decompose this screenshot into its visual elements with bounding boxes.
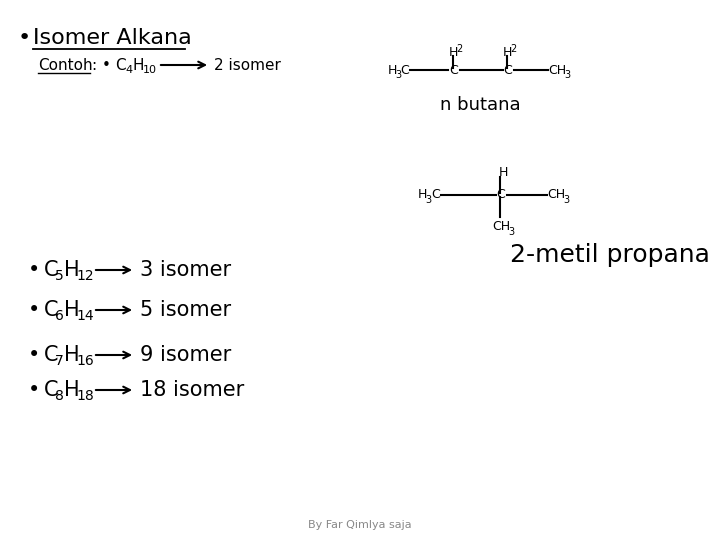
Text: •: • <box>28 260 40 280</box>
Text: 5: 5 <box>55 269 64 283</box>
Text: H: H <box>132 57 143 72</box>
Text: 3: 3 <box>395 70 401 80</box>
Text: CH: CH <box>492 220 510 233</box>
Text: 6: 6 <box>55 309 64 323</box>
Text: C: C <box>44 300 58 320</box>
Text: 12: 12 <box>76 269 94 283</box>
Text: 4: 4 <box>125 65 132 75</box>
Text: 2 isomer: 2 isomer <box>214 57 281 72</box>
Text: C: C <box>449 64 458 77</box>
Text: CH: CH <box>547 188 565 201</box>
Text: C: C <box>44 260 58 280</box>
Text: 2-metil propana: 2-metil propana <box>510 243 710 267</box>
Text: H: H <box>64 300 80 320</box>
Text: 2: 2 <box>456 44 462 54</box>
Text: C: C <box>44 345 58 365</box>
Text: H: H <box>64 260 80 280</box>
Text: CH: CH <box>548 64 566 77</box>
Text: 3: 3 <box>508 227 514 237</box>
Text: C: C <box>496 188 505 201</box>
Text: H: H <box>503 45 513 58</box>
Text: By Far Qimlya saja: By Far Qimlya saja <box>308 520 412 530</box>
Text: C: C <box>431 188 440 201</box>
Text: 7: 7 <box>55 354 64 368</box>
Text: 9 isomer: 9 isomer <box>140 345 231 365</box>
Text: 14: 14 <box>76 309 94 323</box>
Text: H: H <box>64 380 80 400</box>
Text: C: C <box>115 57 125 72</box>
Text: 10: 10 <box>143 65 157 75</box>
Text: 3: 3 <box>564 70 570 80</box>
Text: 18 isomer: 18 isomer <box>140 380 244 400</box>
Text: •: • <box>28 300 40 320</box>
Text: 5 isomer: 5 isomer <box>140 300 231 320</box>
Text: C: C <box>400 64 409 77</box>
Text: Contoh: Contoh <box>38 57 93 72</box>
Text: H: H <box>64 345 80 365</box>
Text: H: H <box>449 45 459 58</box>
Text: 16: 16 <box>76 354 94 368</box>
Text: 3: 3 <box>563 195 569 205</box>
Text: 8: 8 <box>55 389 64 403</box>
Text: Isomer Alkana: Isomer Alkana <box>33 28 192 48</box>
Text: •: • <box>18 28 31 48</box>
Text: •: • <box>28 380 40 400</box>
Text: H: H <box>388 64 397 77</box>
Text: n butana: n butana <box>440 96 521 114</box>
Text: 2: 2 <box>510 44 516 54</box>
Text: 3: 3 <box>425 195 431 205</box>
Text: C: C <box>503 64 512 77</box>
Text: H: H <box>499 166 508 179</box>
Text: C: C <box>44 380 58 400</box>
Text: : •: : • <box>92 57 111 72</box>
Text: 3 isomer: 3 isomer <box>140 260 231 280</box>
Text: •: • <box>28 345 40 365</box>
Text: 18: 18 <box>76 389 94 403</box>
Text: H: H <box>418 188 428 201</box>
